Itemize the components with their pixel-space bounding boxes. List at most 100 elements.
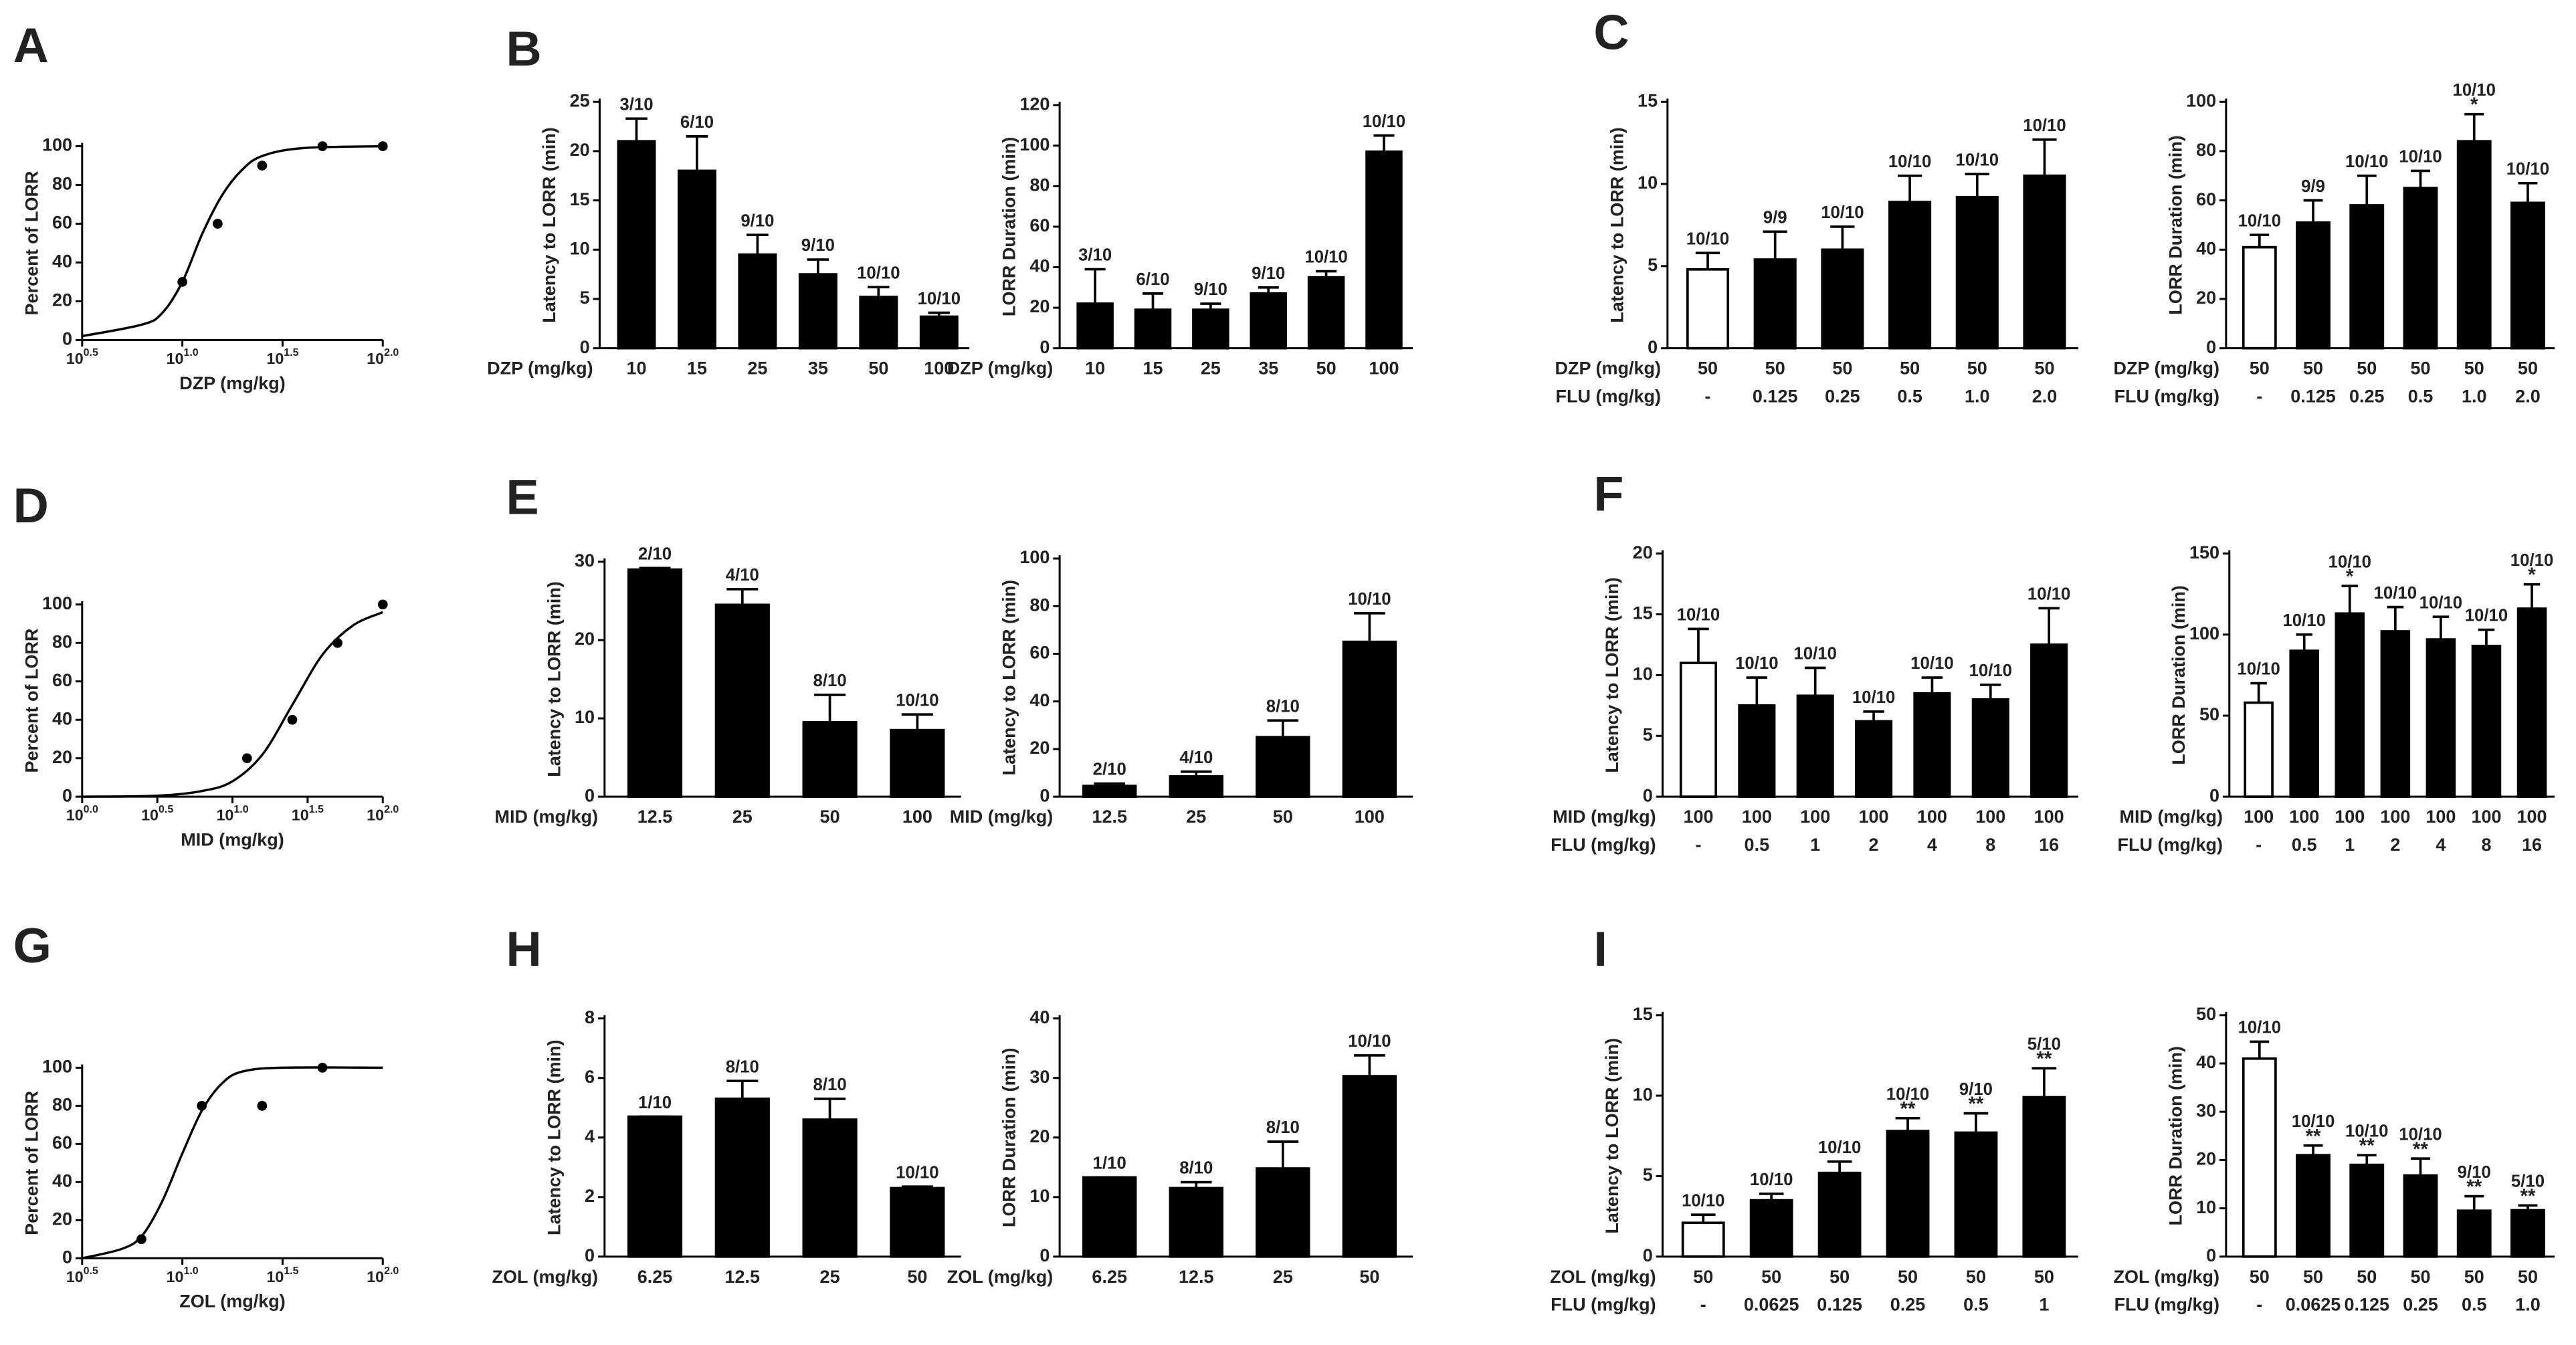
count-label: 10/10 [2237,660,2280,679]
error-bar [1863,710,1884,722]
x-tick-exponent: 1.0 [184,347,199,358]
x-tick-label: 50 [1829,1267,1850,1287]
x-tick-label: 102.0 [367,1265,399,1285]
x-tick-label: 0.5 [1745,835,1770,855]
bar [1855,720,1893,798]
error-bar [814,694,846,722]
bar [2471,644,2502,798]
x-tick-exponent: 1.0 [184,1265,199,1277]
y-tick-label: 0 [585,785,595,805]
error-bar [1897,174,1922,203]
bar [1169,1186,1223,1258]
y-tick-label: 15 [570,189,590,209]
count-label: 10/10 [1735,654,1778,673]
x-tick-label: 100 [2244,807,2274,827]
bar [2296,221,2331,350]
x-tick-base: 10 [66,807,84,824]
bar [2349,204,2385,350]
count-label: 10/10 [918,290,961,308]
count-label: 8/10 [1266,697,1300,716]
count-label: 10/10 [1677,606,1720,625]
error-bar [2250,682,2267,703]
x-tick-label: 0.25 [1825,386,1860,406]
x-tick-label: 100 [1859,807,1889,827]
x-tick-label: 0.5 [2462,1295,2487,1315]
bar [738,253,777,350]
bar [1817,1171,1862,1258]
count-label: 9/10 [1194,280,1227,299]
count-label: 10/10 [2399,1126,2442,1144]
bar [859,296,898,350]
error-bar [1354,1054,1385,1077]
count-label: 10/10 [2345,1122,2388,1141]
x-axis-label: MID (mg/kg) [181,830,284,850]
bar [2242,245,2277,350]
x-tick-label: 50 [1698,358,1718,379]
x-tick-label: 100 [1355,807,1385,827]
bar [798,273,837,350]
x-tick-label: 0.125 [1753,386,1798,406]
x-tick-label: 100 [2380,807,2410,827]
bar [1082,1176,1137,1258]
data-point [177,277,187,287]
error-bar [1180,770,1212,777]
y-tick-label: 60 [52,213,72,233]
y-axis-label: LORR Duration (min) [2169,585,2189,764]
bar [1679,661,1718,798]
y-tick-label: 0 [1648,337,1658,357]
panel-chart: 0 10 20 30 40 LORR Duration (min) ZOL (mg/kg) 1… [947,1007,1413,1287]
panel-chart: 0 5 10 15 20 Latency to LORR (min) MID (mg/kg)… [1551,542,2078,855]
x-tick-label: 10 [626,358,646,379]
x-tick-base: 10 [66,350,84,367]
count-label: 10/10 [2399,148,2442,167]
data-point [287,714,298,725]
x-tick-label: 100 [1742,807,1772,827]
x-tick-label: 1.0 [2515,1295,2541,1315]
x-row-label: FLU (mg/kg) [1556,386,1661,406]
count-label: 10/10 [1686,229,1729,248]
y-axis-label: Latency to LORR (min) [539,127,559,323]
bar [2403,1174,2438,1258]
count-label: 5/10 [2027,1035,2061,1054]
y-axis-label: Percent of LORR [21,171,41,315]
x-tick-label: 6.25 [637,1267,673,1287]
count-label: 10/10 [1793,645,1836,663]
y-tick-label: 0 [62,785,72,805]
error-bar [726,588,759,605]
x-tick-label: 50 [2518,1267,2538,1287]
fit-curve [82,144,383,338]
bar [1886,1130,1930,1258]
x-tick-label: 50 [1693,1267,1713,1287]
y-tick-label: 100 [2186,90,2216,110]
bar [2335,612,2365,798]
x-tick-base: 10 [141,807,159,824]
error-bar [1980,684,2001,700]
x-tick-base: 10 [66,1268,84,1285]
x-tick-label: 15 [1143,358,1163,379]
y-tick-label: 0 [2209,785,2219,805]
error-bar [625,117,648,142]
count-label: 3/10 [619,95,653,114]
x-row-label: FLU (mg/kg) [1551,835,1656,855]
bar [802,1118,858,1258]
error-bar [686,135,708,171]
panel-label: B [506,21,541,76]
count-label: 2/10 [1093,760,1126,779]
count-label: 10/10 [2345,152,2388,171]
x-tick-label: 50 [2303,358,2323,379]
bar [2289,649,2319,798]
count-label: 10/10 [1956,151,1999,170]
y-tick-label: 30 [2196,1100,2216,1120]
y-tick-label: 0 [1643,1245,1653,1265]
bar [627,568,683,798]
significance: * [2528,564,2536,586]
x-tick-label: 4 [1927,835,1937,855]
x-tick-label: 0.25 [2349,386,2385,406]
bar [1076,302,1114,350]
data-point [257,161,268,171]
panel-chart: 0 20 40 60 80 100 LORR Duration (min) DZP (mg/k… [2114,81,2555,406]
bar [2022,1096,2066,1258]
x-tick-label: 100.5 [141,804,173,824]
y-tick-label: 10 [1633,664,1653,684]
